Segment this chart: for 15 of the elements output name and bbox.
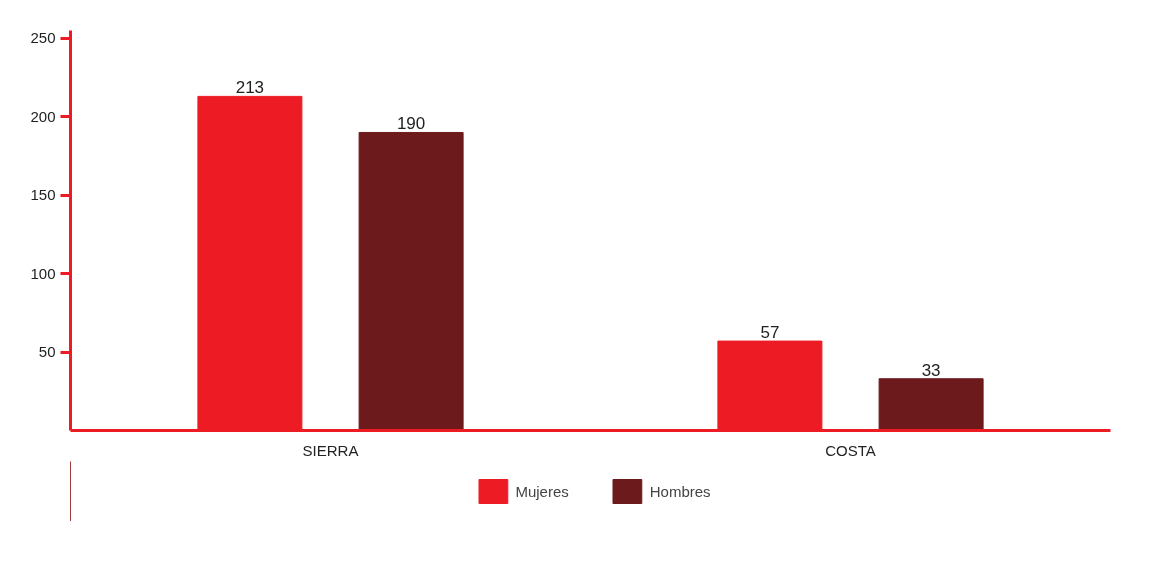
bar <box>358 131 464 431</box>
y-tick-label: 100 <box>30 264 56 282</box>
bar <box>878 378 984 431</box>
legend-label: Mujeres <box>515 482 569 500</box>
y-tick-label: 150 <box>30 186 56 204</box>
y-tick-label: 50 <box>38 343 56 361</box>
y-tick-label: 250 <box>30 29 56 47</box>
y-tick-label: 200 <box>30 107 56 125</box>
x-tick-label: SIERRA <box>302 441 359 459</box>
legend-label: Hombres <box>649 482 711 500</box>
x-tick-label: COSTA <box>825 441 876 459</box>
data-label: 213 <box>235 78 265 98</box>
data-label: 33 <box>921 360 941 380</box>
data-label: 190 <box>396 114 426 134</box>
data-label: 57 <box>760 323 780 343</box>
